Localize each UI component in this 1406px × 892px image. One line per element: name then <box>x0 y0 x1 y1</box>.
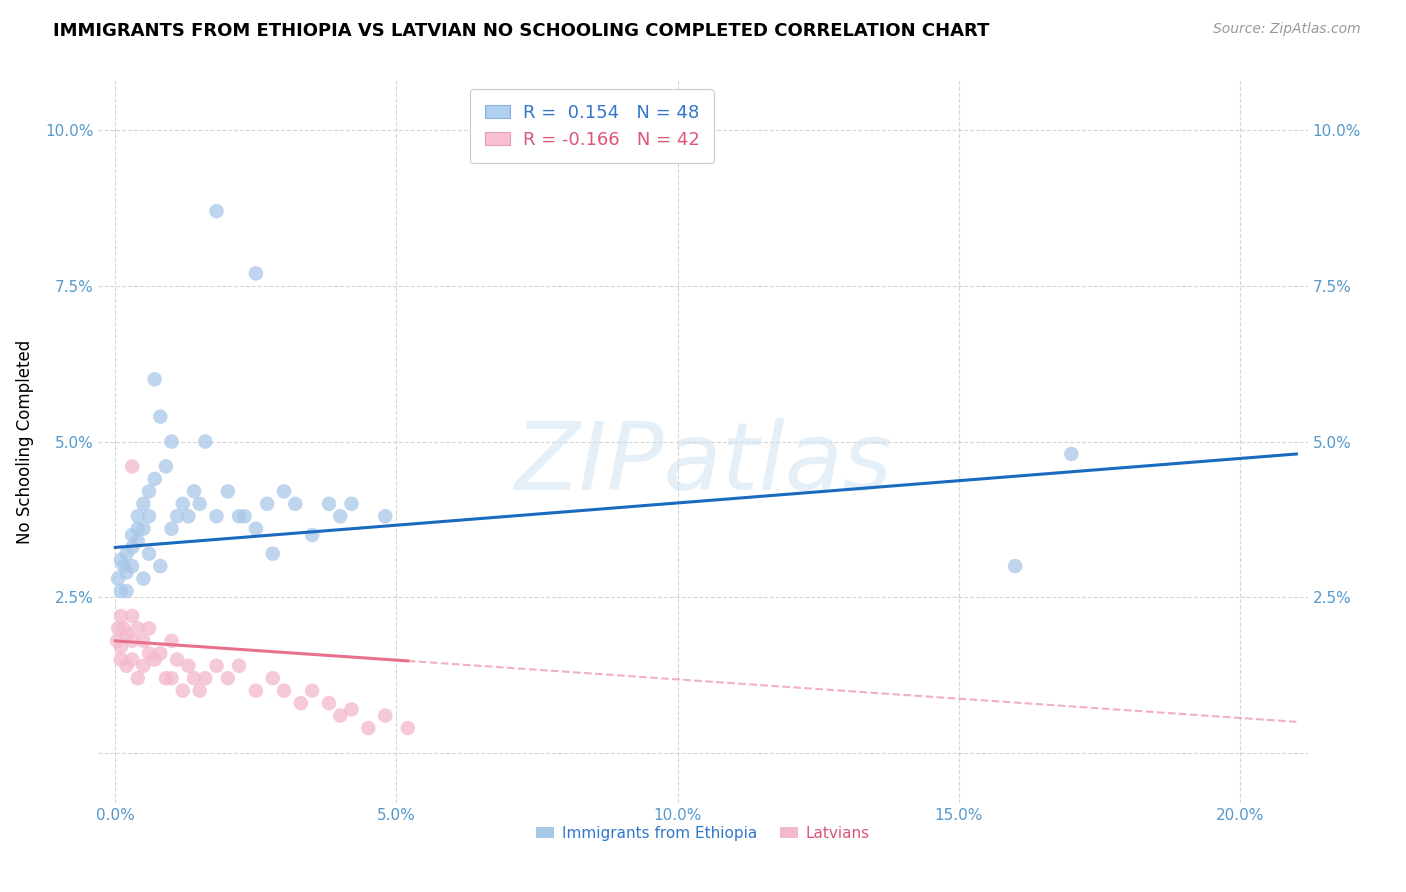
Text: ZIPatlas: ZIPatlas <box>515 417 891 508</box>
Point <box>127 509 149 524</box>
Point <box>121 459 143 474</box>
Point <box>217 484 239 499</box>
Point <box>340 702 363 716</box>
Point <box>121 559 143 574</box>
Point <box>166 652 188 666</box>
Point <box>205 204 228 219</box>
Point <box>127 671 149 685</box>
Point <box>107 621 129 635</box>
Point <box>188 497 211 511</box>
Point <box>205 509 228 524</box>
Point <box>217 671 239 685</box>
Point <box>112 559 135 574</box>
Point <box>121 528 143 542</box>
Point <box>245 522 267 536</box>
Point <box>115 658 138 673</box>
Point <box>110 652 132 666</box>
Point <box>127 621 149 635</box>
Point <box>290 696 312 710</box>
Point <box>329 708 352 723</box>
Point <box>194 671 217 685</box>
Text: Source: ZipAtlas.com: Source: ZipAtlas.com <box>1213 22 1361 37</box>
Point <box>138 509 160 524</box>
Point <box>166 509 188 524</box>
Point <box>160 671 183 685</box>
Point <box>143 652 166 666</box>
Point <box>172 497 194 511</box>
Point <box>105 633 128 648</box>
Point <box>138 547 160 561</box>
Point <box>396 721 419 735</box>
Point <box>172 683 194 698</box>
Point <box>127 534 149 549</box>
Point <box>245 683 267 698</box>
Point <box>374 708 396 723</box>
Point <box>262 671 284 685</box>
Point <box>273 683 295 698</box>
Point <box>110 584 132 599</box>
Point <box>121 652 143 666</box>
Point <box>115 627 138 641</box>
Text: IMMIGRANTS FROM ETHIOPIA VS LATVIAN NO SCHOOLING COMPLETED CORRELATION CHART: IMMIGRANTS FROM ETHIOPIA VS LATVIAN NO S… <box>53 22 990 40</box>
Point <box>132 658 155 673</box>
Point <box>121 609 143 624</box>
Point <box>340 497 363 511</box>
Point <box>183 671 205 685</box>
Point <box>183 484 205 499</box>
Point <box>115 566 138 580</box>
Point <box>107 572 129 586</box>
Point <box>127 522 149 536</box>
Point <box>110 640 132 654</box>
Point <box>205 658 228 673</box>
Point <box>110 553 132 567</box>
Point <box>155 671 177 685</box>
Point <box>132 633 155 648</box>
Point <box>138 646 160 660</box>
Point <box>228 658 250 673</box>
Point <box>149 559 172 574</box>
Point <box>155 459 177 474</box>
Point <box>357 721 380 735</box>
Point <box>194 434 217 449</box>
Point <box>115 547 138 561</box>
Point <box>318 497 340 511</box>
Point <box>284 497 307 511</box>
Point <box>132 572 155 586</box>
Point <box>188 683 211 698</box>
Point <box>149 409 172 424</box>
Point <box>245 266 267 280</box>
Point <box>318 696 340 710</box>
Point <box>143 472 166 486</box>
Point <box>115 584 138 599</box>
Point <box>1004 559 1026 574</box>
Legend: Immigrants from Ethiopia, Latvians: Immigrants from Ethiopia, Latvians <box>530 820 876 847</box>
Point <box>160 633 183 648</box>
Point <box>110 609 132 624</box>
Point <box>233 509 256 524</box>
Point <box>112 621 135 635</box>
Point <box>121 633 143 648</box>
Point <box>160 434 183 449</box>
Point <box>138 484 160 499</box>
Point <box>273 484 295 499</box>
Point <box>301 528 323 542</box>
Point <box>143 372 166 386</box>
Point <box>301 683 323 698</box>
Point <box>149 646 172 660</box>
Point <box>132 522 155 536</box>
Point <box>177 509 200 524</box>
Y-axis label: No Schooling Completed: No Schooling Completed <box>15 340 34 543</box>
Point <box>256 497 278 511</box>
Point <box>262 547 284 561</box>
Point <box>177 658 200 673</box>
Point <box>228 509 250 524</box>
Point <box>329 509 352 524</box>
Point <box>160 522 183 536</box>
Point <box>1060 447 1083 461</box>
Point <box>374 509 396 524</box>
Point <box>138 621 160 635</box>
Point <box>121 541 143 555</box>
Point <box>132 497 155 511</box>
